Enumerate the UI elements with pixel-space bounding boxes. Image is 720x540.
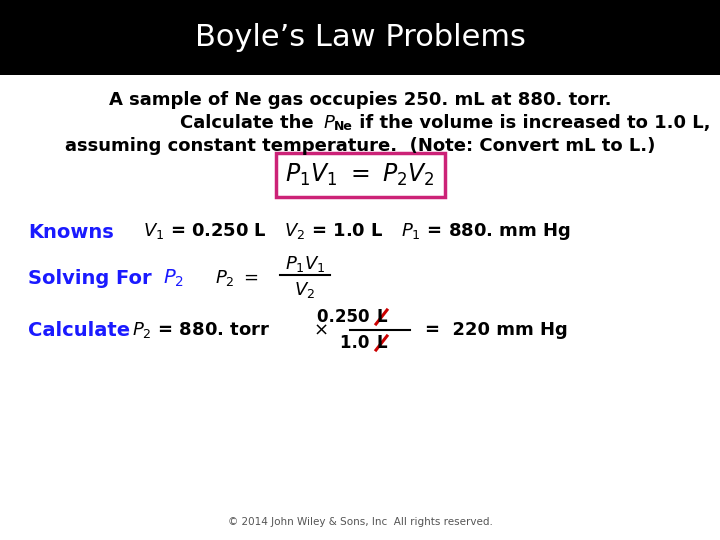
Text: Solving For: Solving For (28, 268, 158, 287)
Text: assuming constant temperature.  (Note: Convert mL to L.): assuming constant temperature. (Note: Co… (65, 137, 655, 155)
Text: $\times$: $\times$ (312, 321, 328, 339)
Text: $\mathit{P}_2\ =$: $\mathit{P}_2\ =$ (215, 268, 259, 288)
Text: Calculate: Calculate (28, 321, 130, 340)
Text: L: L (377, 308, 387, 326)
Text: A sample of Ne gas occupies 250. mL at 880. torr.: A sample of Ne gas occupies 250. mL at 8… (109, 91, 611, 109)
Text: $\mathit{V}_2$: $\mathit{V}_2$ (294, 280, 315, 300)
Text: Calculate the: Calculate the (180, 114, 320, 132)
Text: Ne: Ne (334, 120, 353, 133)
Text: $\mathit{P}_2$ = 880. torr: $\mathit{P}_2$ = 880. torr (132, 320, 270, 340)
FancyBboxPatch shape (276, 153, 444, 197)
Text: $\mathit{P}_2$: $\mathit{P}_2$ (163, 267, 184, 289)
Bar (0, 0, 720, 75)
Text: if the volume is increased to 1.0 L,: if the volume is increased to 1.0 L, (353, 114, 711, 132)
Text: $\mathit{P}_1\mathit{V}_1\ =\ \mathit{P}_2\mathit{V}_2$: $\mathit{P}_1\mathit{V}_1\ =\ \mathit{P}… (285, 162, 435, 188)
Text: © 2014 John Wiley & Sons, Inc  All rights reserved.: © 2014 John Wiley & Sons, Inc All rights… (228, 517, 492, 527)
Text: Boyle’s Law Problems: Boyle’s Law Problems (194, 24, 526, 52)
Text: Knowns: Knowns (28, 222, 114, 241)
Text: =  220 mm Hg: = 220 mm Hg (425, 321, 568, 339)
Text: 1.0: 1.0 (340, 334, 375, 352)
Text: $\it{P}$: $\it{P}$ (323, 114, 336, 132)
Text: $\mathit{V}_1$ = 0.250 L   $\mathit{V}_2$ = 1.0 L   $\mathit{P}_1$ = 880. mm Hg: $\mathit{V}_1$ = 0.250 L $\mathit{V}_2$ … (143, 221, 571, 242)
Text: 0.250: 0.250 (317, 308, 375, 326)
Text: L: L (377, 334, 387, 352)
Text: $\mathit{P}_1\mathit{V}_1$: $\mathit{P}_1\mathit{V}_1$ (284, 254, 325, 274)
